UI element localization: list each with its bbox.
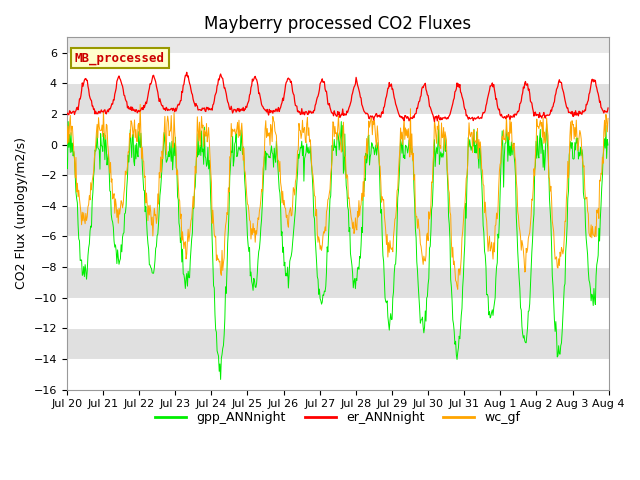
Bar (67, 206, 609, 237)
wc_gf (424, 238, 432, 243)
gpp_ANNnight (395, 188, 403, 194)
wc_gf (394, 186, 401, 192)
er_ANNnight (63, 111, 70, 117)
er_ANNnight (253, 80, 261, 85)
Bar (67, 84, 609, 114)
er_ANNnight (604, 105, 612, 111)
wc_gf (127, 134, 134, 140)
gpp_ANNnight (275, 176, 282, 181)
Bar (67, 114, 609, 144)
er_ANNnight (394, 108, 401, 113)
Bar (67, 53, 609, 84)
gpp_ANNnight (425, 276, 433, 281)
gpp_ANNnight (254, 257, 262, 263)
er_ANNnight (424, 93, 432, 98)
Bar (67, 144, 609, 175)
gpp_ANNnight (227, 148, 235, 154)
gpp_ANNnight (217, 377, 225, 383)
wc_gf (274, 157, 282, 163)
gpp_ANNnight (127, 140, 135, 146)
Line: gpp_ANNnight: gpp_ANNnight (67, 121, 608, 380)
gpp_ANNnight (63, 156, 70, 161)
wc_gf (454, 287, 461, 292)
Bar (67, 359, 609, 390)
Bar (67, 175, 609, 206)
wc_gf (253, 223, 261, 229)
Title: Mayberry processed CO2 Fluxes: Mayberry processed CO2 Fluxes (204, 15, 471, 33)
Bar (67, 328, 609, 359)
gpp_ANNnight (604, 142, 612, 148)
er_ANNnight (183, 70, 191, 75)
er_ANNnight (127, 107, 134, 112)
wc_gf (136, 102, 144, 108)
er_ANNnight (227, 107, 234, 112)
wc_gf (604, 116, 612, 121)
Bar (67, 267, 609, 298)
Line: wc_gf: wc_gf (67, 105, 608, 289)
er_ANNnight (431, 119, 438, 124)
Bar (67, 237, 609, 267)
gpp_ANNnight (65, 119, 72, 124)
Text: MB_processed: MB_processed (75, 51, 165, 65)
Legend: gpp_ANNnight, er_ANNnight, wc_gf: gpp_ANNnight, er_ANNnight, wc_gf (150, 406, 525, 429)
Bar (67, 298, 609, 328)
er_ANNnight (274, 107, 282, 112)
Line: er_ANNnight: er_ANNnight (67, 72, 608, 121)
wc_gf (227, 154, 234, 160)
Y-axis label: CO2 Flux (urology/m2/s): CO2 Flux (urology/m2/s) (15, 137, 28, 289)
wc_gf (63, 120, 70, 126)
